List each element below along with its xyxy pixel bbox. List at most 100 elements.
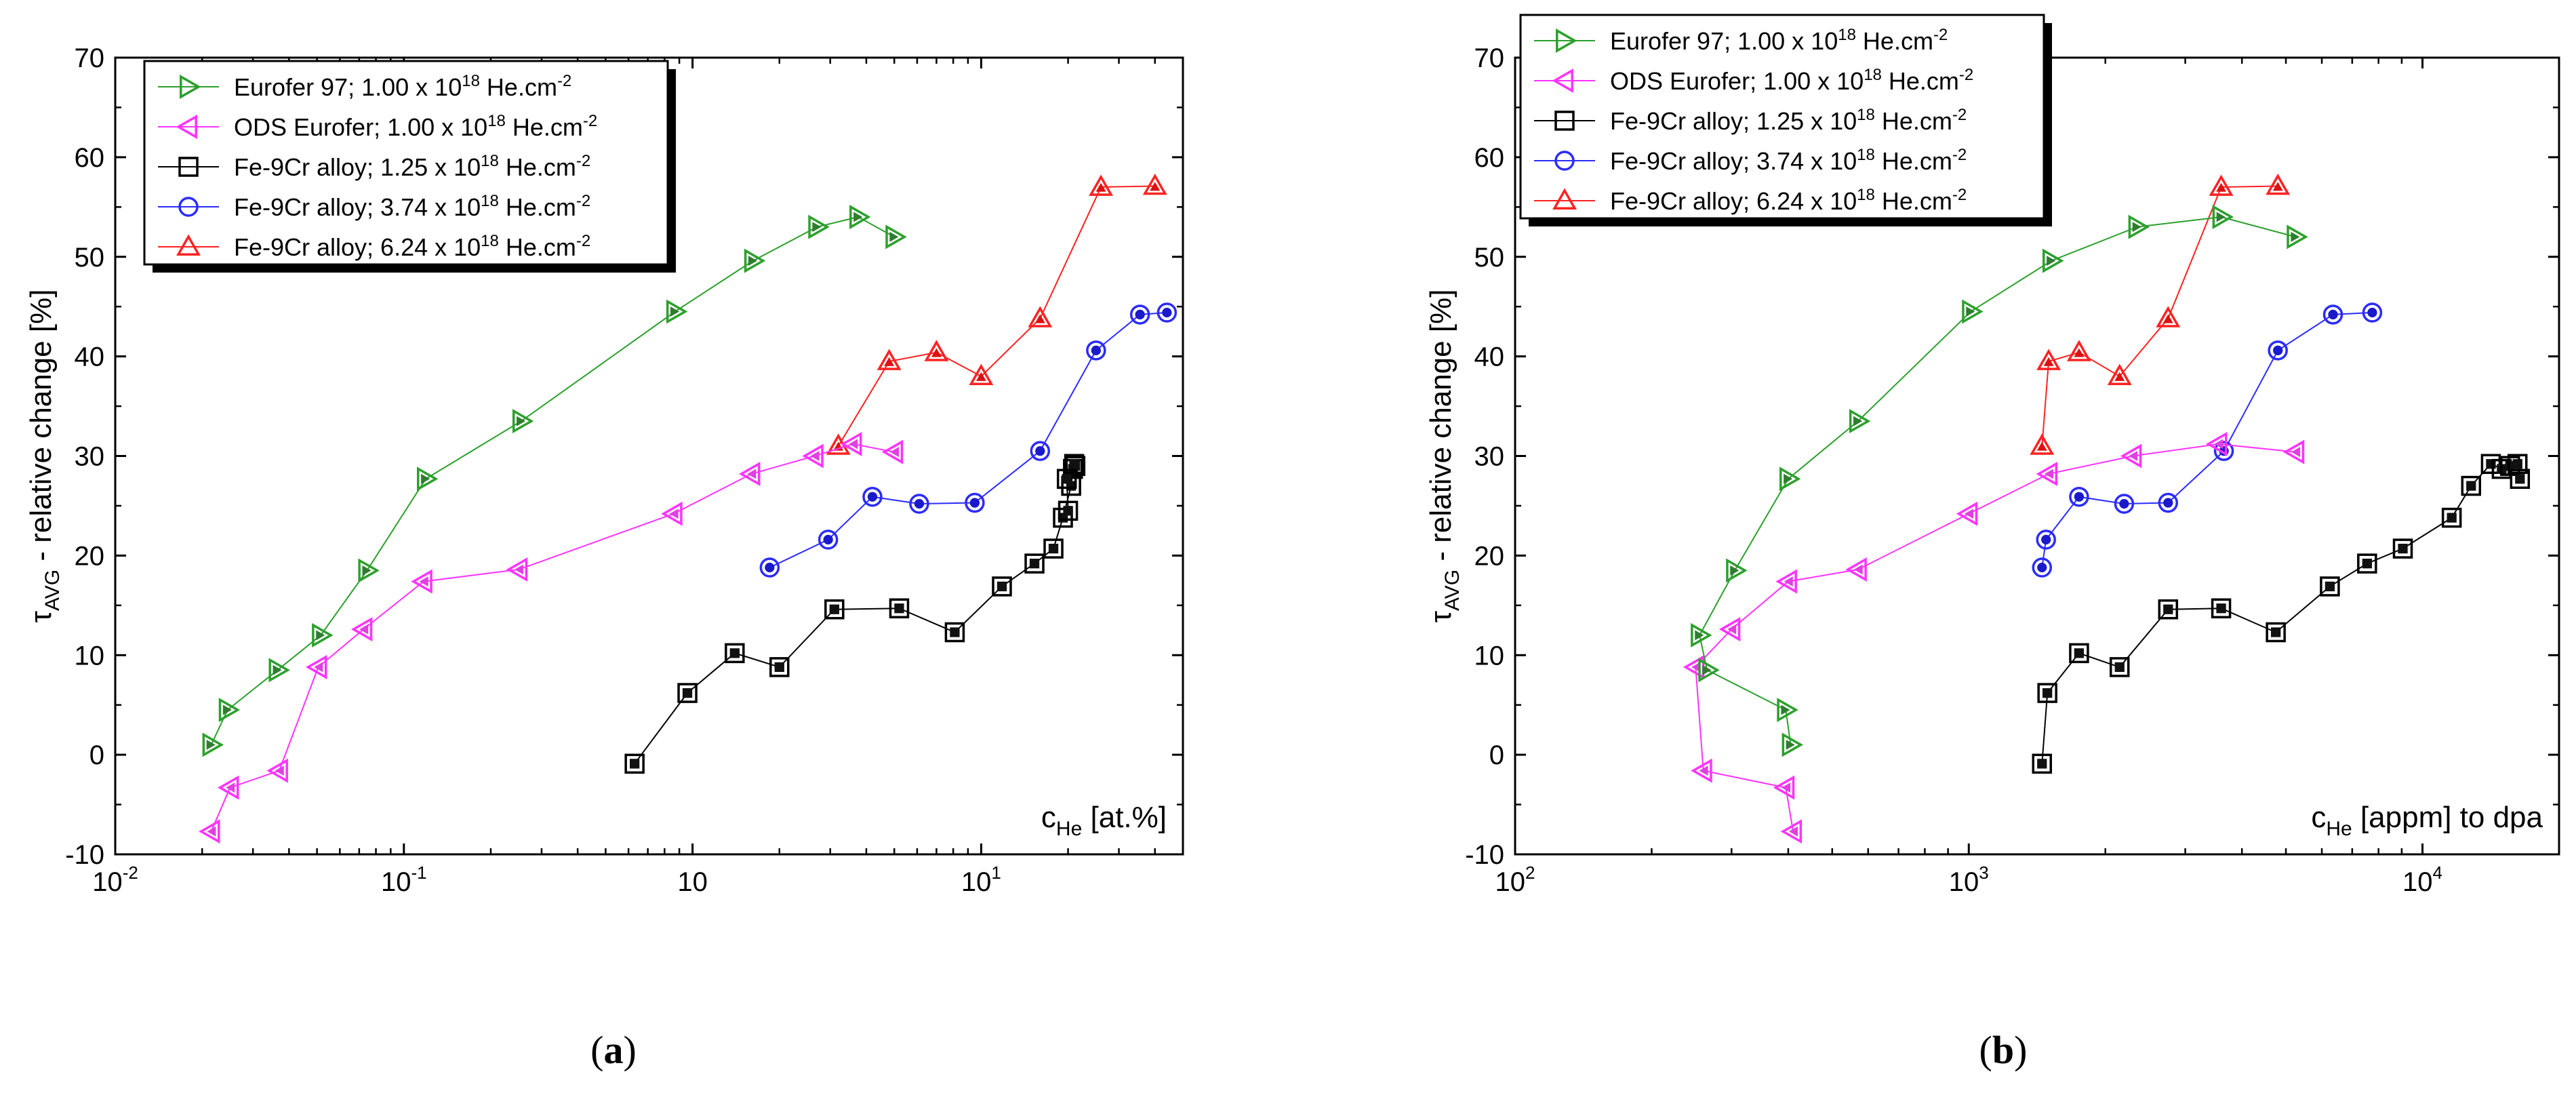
panel-b-data-point [1779, 466, 1801, 492]
panel-b-chart: -10 0 10 20 30 40 50 60 70 102 103 104 τAVG - relati… [1424, 14, 2560, 897]
panel-a-data-point [358, 558, 380, 583]
panel-b-data-point [2032, 753, 2053, 774]
panel-b-series-4 [2032, 302, 2383, 578]
panel-a-x-axis-title: cHe [at.%] [1041, 801, 1167, 840]
panel-b-data-point [2036, 461, 2058, 486]
panel-b-data-point [2287, 224, 2308, 250]
panel-b-data-point [1845, 557, 1867, 582]
panel-a-data-point [824, 599, 845, 620]
panel-a-data-point [661, 501, 683, 526]
panel-a-series-1 [202, 205, 907, 757]
panel-b-data-point [2441, 507, 2462, 528]
panel-a-data-point [885, 224, 907, 250]
panel-a-data-point [677, 683, 698, 703]
panel-a-data-point [217, 775, 239, 800]
panel-a-data-point [759, 557, 780, 578]
panel-a-data-point [944, 622, 965, 643]
panel-b-data-point [2110, 657, 2130, 677]
panel-b-y-axis-title: τAVG - relative change [%] [1424, 290, 1464, 623]
panel-b-series-3 [2032, 454, 2531, 774]
panel-b-data-point [1726, 558, 1748, 583]
panel-b-series-line [1699, 216, 2296, 745]
panel-a-legend-box [143, 60, 669, 266]
panel-b-data-point [2156, 306, 2181, 327]
caption-a-letter: a [604, 1028, 624, 1072]
panel-b-data-point [2392, 538, 2413, 559]
panel-a-data-point [818, 530, 839, 550]
panel-a-legend-marker [176, 115, 197, 139]
panel-b-legend-label: Fe-9Cr alloy; 6.24 x 1018 He.cm-2 [1610, 186, 1967, 215]
panel-b-data-point [2128, 214, 2150, 239]
panel-a-series-4 [759, 302, 1178, 578]
panel-a-y-tick-label: 50 [75, 243, 105, 273]
caption-b: (b) [1979, 1028, 2028, 1072]
panel-a-chart: -10 0 10 20 30 40 50 60 70 10-2 10-1 10 101 τAVG - re… [24, 43, 1184, 897]
panel-a-legend-label: ODS Eurofer; 1.00 x 1018 He.cm-2 [234, 112, 597, 141]
panel-a-data-point [1156, 302, 1178, 323]
panel-a-data-point [889, 598, 910, 618]
panel-a-data-point [1043, 538, 1064, 559]
panel-b-series-2 [1683, 431, 2305, 844]
panel-b-data-point [2322, 304, 2343, 325]
caption-b-letter: b [1992, 1028, 2014, 1072]
panel-b-data-point [1691, 758, 1712, 783]
panel-a-data-point [840, 431, 862, 456]
panel-a-y-tick-label: 10 [75, 641, 105, 671]
panel-a-y-tick-label: 40 [75, 342, 105, 372]
panel-a-data-point [1024, 553, 1045, 574]
panel-a-y-tick-label: 30 [75, 442, 105, 472]
panel-b-data-point [2066, 340, 2091, 361]
panel-b-data-point [2030, 433, 2055, 455]
panel-b-data-point [2036, 349, 2061, 370]
panel-b-legend-marker [1556, 28, 1577, 53]
panel-a-data-point [666, 299, 688, 324]
panel-b-data-point [2158, 492, 2179, 513]
panel-b-data-point [2510, 469, 2531, 490]
panel-a-data-point [268, 658, 290, 683]
panel-a-series-line [634, 462, 1076, 764]
panel-b-data-point [2266, 173, 2291, 195]
panel-a-data-point [202, 732, 224, 757]
panel-b-data-point [1780, 819, 1803, 844]
panel-b-series-line [2041, 312, 2373, 568]
panel-b-series-1 [1691, 205, 2308, 757]
panel-a-data-point [218, 698, 241, 722]
panel-a-legend-label: Fe-9Cr alloy; 6.24 x 1018 He.cm-2 [234, 232, 590, 261]
panel-a-data-point [1142, 173, 1167, 195]
panel-a-data-point [769, 657, 790, 677]
panel-b-y-tick-label: 30 [1474, 442, 1505, 472]
panel-a-data-point [350, 617, 373, 642]
panel-b-data-point [2120, 443, 2142, 469]
panel-b-data-point [1773, 775, 1795, 800]
panel-a-data-point [802, 443, 824, 469]
panel-a-data-point [881, 439, 904, 464]
panel-a-legend: Eurofer 97; 1.00 x 1018 He.cm-2 ODS Eurof… [143, 60, 676, 273]
panel-b-data-point [1956, 501, 1978, 526]
panel-b-y-tick-label: 50 [1474, 243, 1505, 273]
panel-b-data-point [2282, 439, 2305, 464]
panel-a-series-line [210, 216, 895, 745]
panel-a-data-point [969, 363, 994, 385]
panel-a-series-5 [826, 173, 1167, 455]
panel-b-y-tick-label: 10 [1474, 641, 1505, 671]
panel-b-y-tick-label: 0 [1489, 740, 1504, 770]
panel-a-data-point [266, 758, 288, 783]
panel-a-data-point [849, 205, 871, 229]
panel-b-data-point [2069, 486, 2089, 507]
panel-a-data-point [1058, 500, 1079, 521]
panel-a-data-point [739, 461, 761, 486]
panel-a-data-point [416, 466, 439, 492]
panel-b-data-point [2158, 599, 2179, 620]
panel-a-legend-label: Fe-9Cr alloy; 3.74 x 1018 He.cm-2 [234, 192, 590, 221]
panel-a-legend-label: Fe-9Cr alloy; 1.25 x 1018 He.cm-2 [234, 152, 590, 181]
panel-a-data-point [744, 248, 766, 273]
panel-b-data-point [2461, 475, 2482, 496]
panel-a-x-tick-label: 10-2 [92, 862, 138, 897]
panel-b-data-point [2320, 576, 2340, 597]
panel-b-legend-label: Eurofer 97; 1.00 x 1018 He.cm-2 [1610, 26, 1948, 55]
panel-a-data-point [1056, 469, 1077, 490]
panel-a-data-point [1028, 306, 1053, 327]
panel-a-legend-marker [180, 75, 201, 99]
panel-b-data-point [2212, 205, 2234, 229]
